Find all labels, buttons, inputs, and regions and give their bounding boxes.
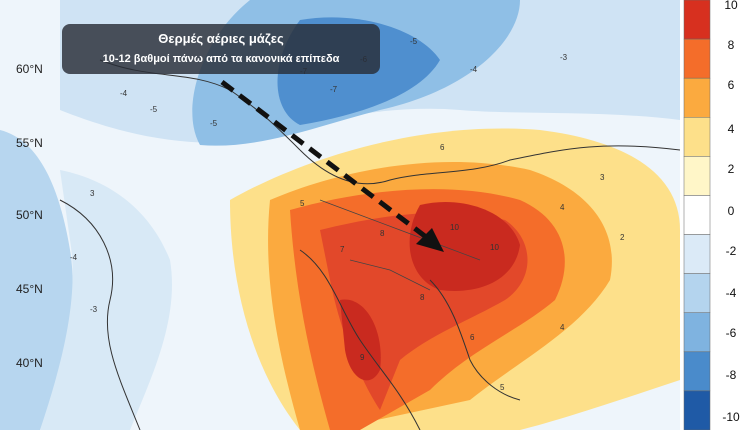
svg-text:-5: -5 bbox=[210, 119, 218, 128]
colorbar-label-4: 4 bbox=[727, 122, 735, 136]
colorbar-label-neg10: -10 bbox=[722, 410, 740, 424]
colorbar-segment bbox=[683, 351, 711, 392]
lat-label-55: 55°N bbox=[16, 136, 43, 150]
svg-text:8: 8 bbox=[420, 293, 425, 302]
svg-text:-4: -4 bbox=[470, 65, 478, 74]
svg-text:8: 8 bbox=[380, 229, 385, 238]
svg-text:10: 10 bbox=[450, 223, 459, 232]
colorbar-segment bbox=[683, 117, 711, 157]
svg-text:10: 10 bbox=[490, 243, 499, 252]
svg-text:-4: -4 bbox=[70, 253, 78, 262]
lat-label-50: 50°N bbox=[16, 208, 43, 222]
dashed-arrow-icon bbox=[220, 80, 444, 252]
colorbar-label-neg4: -4 bbox=[725, 286, 737, 300]
colorbar-label-neg8: -8 bbox=[725, 368, 737, 382]
svg-text:-5: -5 bbox=[150, 105, 158, 114]
colorbar-segment bbox=[683, 0, 711, 40]
callout-title: Θερμές αέριες μάζες bbox=[158, 31, 284, 46]
colorbar-segment bbox=[683, 195, 711, 235]
svg-text:4: 4 bbox=[560, 203, 565, 212]
svg-text:7: 7 bbox=[340, 245, 345, 254]
svg-text:-5: -5 bbox=[410, 37, 418, 46]
colorbar bbox=[683, 0, 711, 430]
colorbar-segment bbox=[683, 390, 711, 430]
colorbar-segment bbox=[683, 234, 711, 274]
svg-text:-3: -3 bbox=[560, 53, 568, 62]
colorbar-label-0: 0 bbox=[727, 204, 735, 218]
callout-subtitle: 10-12 βαθμοί πάνω από τα κανονικά επίπεδ… bbox=[102, 53, 340, 65]
colorbar-label-neg2: -2 bbox=[725, 244, 737, 258]
svg-text:-4: -4 bbox=[120, 89, 128, 98]
lat-label-40: 40°N bbox=[16, 356, 43, 370]
colorbar-segment bbox=[683, 38, 711, 79]
colorbar-segment bbox=[683, 77, 711, 118]
svg-text:9: 9 bbox=[360, 353, 365, 362]
colorbar-label-neg6: -6 bbox=[725, 326, 737, 340]
colorbar-label-8: 8 bbox=[727, 38, 735, 52]
svg-text:6: 6 bbox=[440, 143, 445, 152]
colorbar-label-6: 6 bbox=[727, 78, 735, 92]
svg-text:3: 3 bbox=[90, 189, 95, 198]
svg-text:5: 5 bbox=[300, 199, 305, 208]
svg-text:3: 3 bbox=[600, 173, 605, 182]
svg-text:6: 6 bbox=[470, 333, 475, 342]
svg-text:-3: -3 bbox=[90, 305, 98, 314]
lat-label-45: 45°N bbox=[16, 282, 43, 296]
colorbar-label-10: 10 bbox=[724, 0, 738, 12]
colorbar-segment bbox=[683, 312, 711, 353]
svg-text:-7: -7 bbox=[330, 85, 338, 94]
lat-label-60: 60°N bbox=[16, 62, 43, 76]
colorbar-label-2: 2 bbox=[727, 162, 735, 176]
colorbar-segment bbox=[683, 156, 711, 196]
svg-text:5: 5 bbox=[500, 383, 505, 392]
colorbar-segment bbox=[683, 273, 711, 313]
svg-text:2: 2 bbox=[620, 233, 625, 242]
svg-text:4: 4 bbox=[560, 323, 565, 332]
info-callout: Θερμές αέριες μάζες 10-12 βαθμοί πάνω απ… bbox=[62, 24, 380, 74]
